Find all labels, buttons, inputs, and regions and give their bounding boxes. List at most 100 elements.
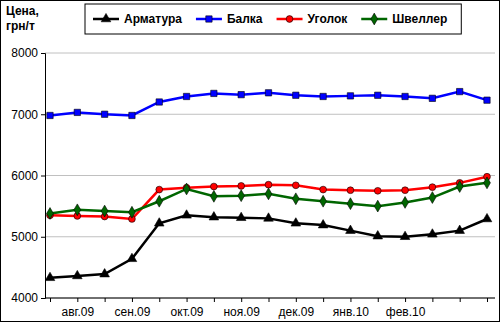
y-title: Цена,грн/т: [6, 4, 39, 33]
marker: [347, 93, 353, 99]
tick: сен.09: [114, 298, 150, 319]
marker: [47, 208, 54, 220]
x-axis: авг.09 сен.09 окт.09 ноя.09 дек.09 янв.10 фев.…: [45, 298, 495, 319]
marker: [238, 190, 245, 202]
legend-item: Швеллер: [361, 12, 447, 26]
series-markers: [47, 173, 491, 222]
tick-mark: [50, 298, 51, 302]
marker: [101, 205, 108, 217]
tick-mark: [41, 53, 45, 54]
tick: [460, 298, 461, 302]
marker: [129, 112, 135, 118]
tick-mark: [41, 114, 45, 115]
series-markers: [47, 177, 491, 219]
tick-mark: [405, 298, 406, 302]
marker: [101, 111, 107, 117]
legend: Арматура Балка Уголок Швеллер: [85, 4, 461, 34]
plot: [45, 88, 492, 280]
marker: [320, 186, 327, 193]
marker: [264, 213, 274, 221]
tick: [159, 298, 160, 302]
series-line: [50, 215, 487, 277]
tick-mark: [460, 298, 461, 302]
tick-mark: [41, 237, 45, 238]
grid-line: [45, 53, 495, 54]
tick: [378, 298, 379, 302]
tick: фев.10: [386, 298, 426, 319]
marker: [347, 198, 354, 210]
legend-marker: [101, 13, 111, 21]
marker: [402, 93, 408, 99]
tick-mark: [350, 298, 351, 302]
legend-label: Уголок: [308, 12, 349, 26]
tick-mark: [296, 298, 297, 302]
marker: [183, 93, 189, 99]
marker: [154, 218, 164, 226]
tick-label: 7000: [11, 108, 38, 122]
marker: [47, 112, 53, 118]
tick: ноя.09: [223, 298, 260, 319]
tick-mark: [41, 298, 45, 299]
marker: [429, 192, 436, 204]
legend-item: Уголок: [277, 12, 349, 26]
legend-marker: [206, 16, 212, 22]
tick-mark: [487, 298, 488, 302]
tick: янв.10: [333, 298, 370, 319]
marker: [457, 88, 463, 94]
marker: [265, 90, 271, 96]
tick: [323, 298, 324, 302]
marker: [238, 91, 244, 97]
legend-item: Арматура: [93, 12, 182, 26]
legend-label: Балка: [227, 12, 263, 26]
legend-label: Арматура: [124, 12, 182, 26]
tick: [214, 298, 215, 302]
marker: [428, 229, 438, 237]
tick: [269, 298, 270, 302]
tick-mark: [77, 298, 78, 302]
marker: [156, 99, 162, 105]
marker: [182, 210, 192, 218]
tick: авг.09: [61, 298, 94, 319]
series-markers: [47, 88, 490, 118]
tick: 7000: [11, 108, 45, 122]
tick: 6000: [11, 169, 45, 183]
chart: 40005000600070008000авг.09сен.09окт.09но…: [0, 0, 500, 322]
marker: [374, 200, 381, 212]
tick: дек.09: [279, 298, 315, 319]
grid: [45, 53, 495, 298]
marker: [484, 97, 490, 103]
marker: [400, 231, 410, 239]
tick-mark: [105, 298, 106, 302]
tick-label: дек.09: [279, 305, 315, 319]
marker: [402, 197, 409, 209]
marker: [265, 181, 272, 188]
series-line: [50, 183, 487, 214]
marker: [373, 231, 383, 239]
background: [1, 1, 500, 322]
marker: [346, 225, 356, 233]
tick-mark: [187, 298, 188, 302]
tick-mark: [432, 298, 433, 302]
marker: [129, 206, 136, 218]
marker: [156, 195, 163, 207]
tick-label: ноя.09: [223, 305, 260, 319]
marker: [402, 187, 409, 194]
marker: [347, 187, 354, 194]
tick-mark: [214, 298, 215, 302]
tick-label: окт.09: [171, 305, 204, 319]
legend-item: Балка: [196, 12, 263, 26]
marker: [236, 212, 246, 220]
marker: [320, 195, 327, 207]
tick: [105, 298, 106, 302]
legend-box: [85, 4, 461, 34]
legend-label: Швеллер: [392, 12, 447, 26]
axis-line: [45, 298, 495, 299]
marker: [100, 269, 110, 277]
marker: [210, 183, 217, 190]
marker: [210, 190, 217, 202]
marker: [73, 270, 83, 278]
marker: [429, 95, 435, 101]
tick-label: авг.09: [61, 305, 94, 319]
marker: [45, 272, 55, 280]
tick-label: фев.10: [386, 305, 426, 319]
